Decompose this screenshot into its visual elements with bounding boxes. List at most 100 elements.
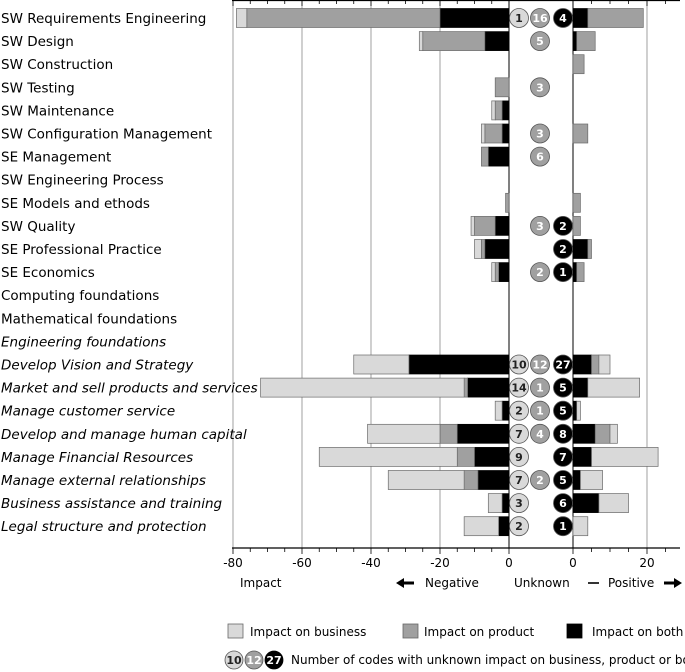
unknown-bubble-both-text: 5 — [559, 382, 567, 395]
unknown-bubble-product — [530, 146, 550, 167]
bar-negative-business — [494, 400, 503, 421]
bar-positive-product — [576, 31, 596, 51]
bar-positive-business — [580, 470, 603, 490]
unknown-bubble-product — [530, 470, 550, 490]
bar-negative-both — [501, 123, 510, 144]
bar-negative-business — [474, 239, 482, 259]
bar-negative-business — [387, 470, 465, 490]
unknown-bubble-business-text: 1 — [515, 12, 523, 25]
bar-positive-business — [576, 400, 581, 421]
unknown-bubble-product — [530, 77, 550, 98]
category-label: SW Requirements Engineering — [1, 11, 206, 27]
bar-positive-both — [572, 262, 578, 282]
unknown-bubble-business — [509, 470, 529, 490]
unknown-bubble-both-text: 27 — [555, 359, 570, 372]
bar-positive-both — [572, 423, 596, 444]
legend-swatch-business — [227, 623, 244, 639]
unknown-bubble-product — [530, 354, 550, 375]
unknown-bubble-both-text: 7 — [559, 451, 567, 464]
bar-negative-product — [494, 100, 503, 121]
unknown-bubble-both-text: 4 — [559, 12, 567, 25]
legend-bubble-product: 12 — [244, 650, 264, 670]
unknown-bubble-both — [553, 354, 573, 375]
bar-positive-business — [598, 493, 629, 513]
unknown-bubble-product-text: 3 — [536, 128, 544, 141]
bar-negative-product — [439, 423, 458, 444]
bar-negative-product — [456, 447, 475, 467]
unknown-bubble-both — [553, 400, 573, 421]
unknown-bubble-product-text: 6 — [536, 151, 544, 164]
bar-positive-both — [572, 447, 592, 467]
x-tick-label: -20 — [430, 556, 450, 570]
arrow-right-icon — [664, 578, 682, 588]
bar-negative-both — [456, 423, 510, 444]
category-label: SW Quality — [1, 219, 75, 235]
bar-positive-product — [572, 54, 585, 75]
legend-bubble-both-text: 27 — [266, 654, 281, 667]
unknown-bubble-both — [553, 262, 573, 283]
bar-positive-product — [572, 216, 581, 236]
category-labels: SW Requirements Engineering SW Design SW C… — [1, 11, 258, 535]
x-tick-label: -80 — [223, 556, 243, 570]
bar-negative-product — [463, 470, 479, 490]
bar-negative-business — [491, 100, 496, 121]
unknown-bubble-both-text: 2 — [559, 243, 567, 256]
bar-negative-business — [367, 423, 441, 444]
bar-negative-business — [318, 447, 458, 467]
unknown-bubble-business-text: 7 — [515, 474, 523, 487]
x-axis-label: Impact — [240, 576, 282, 590]
positive-label: Positive — [608, 576, 654, 590]
bar-positive-both — [572, 400, 578, 421]
bar-negative-business — [236, 8, 248, 28]
unknown-bubble-both — [553, 239, 573, 259]
unknown-bubble-business — [509, 493, 529, 514]
legend: Impact on business Impact on product Imp… — [224, 623, 685, 670]
unknown-bubble-business — [509, 377, 529, 398]
unknown-bubble-product-text: 5 — [536, 35, 544, 48]
unknown-bubble-both — [553, 8, 573, 28]
bar-negative-both — [501, 493, 510, 513]
legend-bubble-both: 27 — [264, 650, 284, 670]
unknown-bubble-both-text: 1 — [559, 520, 567, 533]
unknown-bubble-business — [509, 8, 529, 28]
unknown-bubble-business-text: 2 — [515, 520, 523, 533]
unknown-bubble-business-text: 3 — [515, 497, 523, 510]
category-label: SE Professional Practice — [1, 242, 162, 258]
unknown-bubble-product — [530, 400, 550, 421]
negative-label: Negative — [425, 576, 479, 590]
bar-negative-product — [494, 77, 510, 98]
legend-bubble-business: 10 — [224, 650, 244, 670]
bar-negative-product — [505, 192, 510, 213]
bar-positive-business — [572, 516, 589, 537]
bar-positive-business — [609, 423, 618, 444]
unknown-bubble-product — [530, 123, 550, 144]
bar-negative-both — [498, 516, 510, 537]
unknown-bubble-product — [530, 31, 550, 51]
unknown-bubble-product-text: 3 — [536, 220, 544, 233]
bar-positive-both — [572, 239, 589, 259]
bar-negative-both — [487, 146, 510, 167]
unknown-bubble-business — [509, 400, 529, 421]
bar-positive-both — [572, 377, 589, 398]
category-label: SW Design — [1, 34, 74, 50]
unknown-bubble-both — [553, 423, 573, 444]
bar-negative-product — [463, 377, 468, 398]
category-label: SW Construction — [1, 57, 113, 73]
legend-product: Impact on product — [424, 625, 535, 639]
unknown-bubble-product — [530, 262, 550, 283]
bar-negative-product — [484, 123, 503, 144]
category-label: Market and sell products and services — [1, 381, 258, 397]
unknown-bubble-product — [530, 8, 550, 28]
bar-negative-both — [484, 31, 510, 51]
bar-negative-product — [494, 262, 500, 282]
category-label: Manage external relationships — [1, 473, 206, 489]
legend-swatch-both — [566, 623, 583, 639]
unknown-bubble-product-text: 16 — [532, 12, 548, 25]
bar-negative-both — [408, 354, 510, 375]
arrow-left-icon — [396, 578, 414, 588]
unknown-bubble-business-text: 10 — [511, 359, 527, 372]
legend-both: Impact on both — [592, 625, 683, 639]
bar-positive-product — [587, 8, 644, 28]
category-label: SW Configuration Management — [1, 127, 212, 143]
